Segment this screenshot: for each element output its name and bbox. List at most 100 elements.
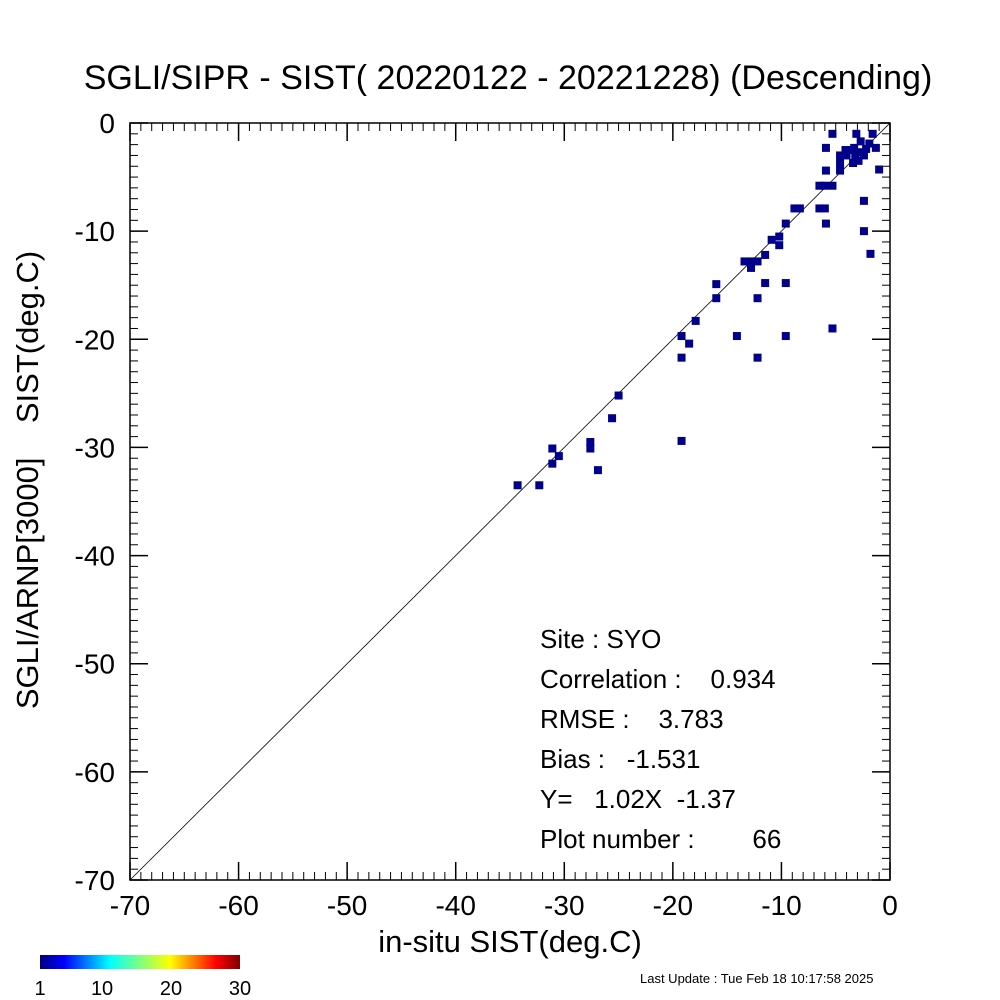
data-point: [691, 316, 700, 325]
data-point: [747, 257, 756, 266]
data-point: [767, 235, 776, 244]
data-point: [586, 438, 595, 447]
data-point: [859, 227, 868, 236]
data-point: [712, 294, 721, 303]
data-point: [866, 249, 875, 258]
data-point: [593, 466, 602, 475]
data-point: [875, 165, 884, 174]
data-point: [820, 181, 829, 190]
data-point: [781, 279, 790, 288]
data-point: [677, 436, 686, 445]
x-tick-label: -20: [653, 890, 693, 921]
data-point: [614, 391, 623, 400]
data-point: [854, 156, 863, 165]
chart-title: SGLI/SIPR - SIST( 20220122 - 20221228) (…: [84, 59, 933, 97]
data-point: [781, 332, 790, 341]
data-point: [513, 481, 522, 490]
x-axis-label: in-situ SIST(deg.C): [378, 924, 642, 959]
data-point: [852, 129, 861, 138]
data-point: [712, 280, 721, 289]
major-ticks: [129, 122, 891, 881]
data-point: [868, 129, 877, 138]
x-tick-label: -60: [218, 890, 258, 921]
x-tick-label: -70: [110, 890, 150, 921]
data-point: [753, 257, 762, 266]
y-tick-label: -40: [75, 541, 115, 572]
data-points: [513, 129, 884, 490]
data-point: [821, 166, 830, 175]
data-point: [747, 263, 756, 272]
y-tick-label: 0: [99, 108, 115, 139]
data-point: [781, 219, 790, 228]
one-to-one-line: [129, 122, 891, 881]
y-tick-label: -70: [75, 865, 115, 896]
stat-site: Site : SYO: [540, 624, 661, 654]
data-point: [677, 353, 686, 362]
data-point: [828, 181, 837, 190]
data-point: [775, 232, 784, 241]
data-point: [859, 196, 868, 205]
data-point: [849, 159, 858, 168]
y-tick-label: -20: [75, 324, 115, 355]
data-point: [761, 279, 770, 288]
colorbar: [40, 955, 240, 969]
data-point: [795, 204, 804, 213]
data-point: [821, 219, 830, 228]
y-tick-label: -50: [75, 649, 115, 680]
x-tick-label: -30: [544, 890, 584, 921]
data-point: [761, 250, 770, 259]
data-point: [821, 143, 830, 152]
data-point: [554, 452, 563, 461]
data-point: [685, 339, 694, 348]
y-axis-label: SGLI/ARNP[3000] SIST(deg.C): [10, 251, 45, 709]
data-point: [856, 137, 865, 146]
x-tick-label: -10: [761, 890, 801, 921]
y-tick-label: -10: [75, 216, 115, 247]
data-point: [855, 148, 864, 157]
data-point: [548, 459, 557, 468]
x-tick-label: 0: [882, 890, 898, 921]
x-tick-label: -50: [327, 890, 367, 921]
data-point: [608, 414, 617, 423]
data-point: [859, 151, 868, 160]
data-point: [790, 204, 799, 213]
data-point: [740, 257, 749, 266]
y-tick-label: -30: [75, 432, 115, 463]
y-tick-labels: 0 -10 -20 -30 -40 -50 -60 -70: [75, 108, 115, 896]
data-point: [548, 444, 557, 453]
last-update-text: Last Update : Tue Feb 18 10:17:58 2025: [640, 971, 873, 986]
x-tick-label: -40: [435, 890, 475, 921]
data-point: [677, 332, 686, 341]
data-point: [862, 144, 871, 153]
data-point: [586, 444, 595, 453]
data-point: [836, 166, 845, 175]
data-point: [732, 332, 741, 341]
stat-regression: Y= 1.02X -1.37: [540, 784, 736, 814]
data-point: [865, 139, 874, 148]
data-point: [820, 204, 829, 213]
data-point: [815, 181, 824, 190]
colorbar-label: 1: [34, 978, 45, 1000]
data-point: [836, 151, 845, 160]
data-point: [828, 324, 837, 333]
data-point: [753, 294, 762, 303]
x-tick-labels: -70 -60 -50 -40 -30 -20 -10 0: [110, 890, 898, 921]
data-point: [842, 151, 851, 160]
stat-bias: Bias : -1.531: [540, 744, 700, 774]
data-point: [535, 481, 544, 490]
data-point: [753, 353, 762, 362]
y-tick-label: -60: [75, 757, 115, 788]
data-point: [871, 143, 880, 152]
data-point: [841, 146, 850, 155]
data-point: [836, 159, 845, 168]
stat-plot-number: Plot number : 66: [540, 824, 781, 854]
stat-correlation: Correlation : 0.934: [540, 664, 776, 694]
stat-rmse: RMSE : 3.783: [540, 704, 724, 734]
colorbar-label: 10: [91, 978, 113, 1000]
data-point: [775, 241, 784, 250]
stats-box: Site : SYO Correlation : 0.934 RMSE : 3.…: [540, 624, 781, 854]
data-point: [828, 129, 837, 138]
colorbar-label: 20: [160, 978, 182, 1000]
colorbar-labels: 1 10 20 30: [34, 978, 251, 1000]
